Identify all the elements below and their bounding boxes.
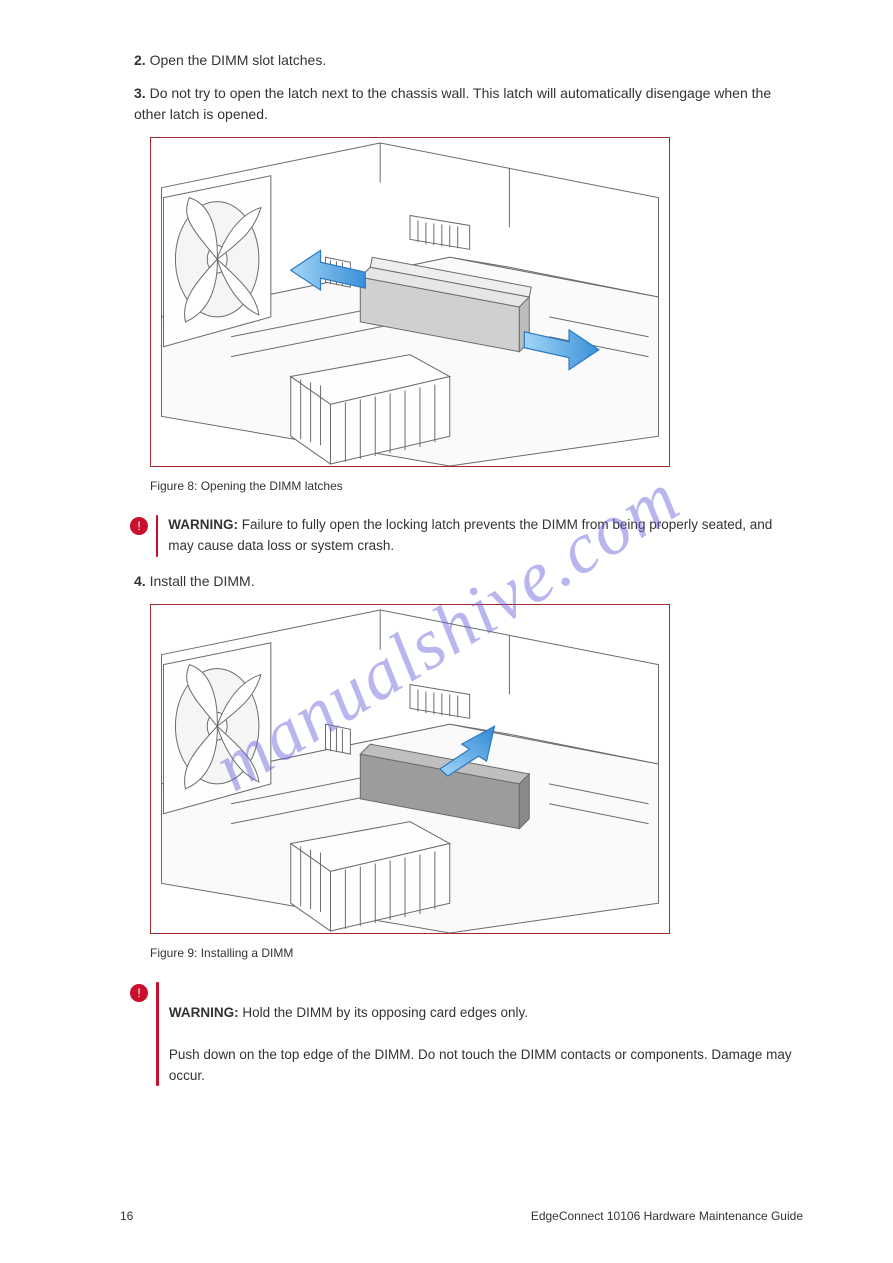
warning-icon: !	[130, 984, 148, 1002]
warning-body: Failure to fully open the locking latch …	[168, 517, 772, 553]
warning-text: WARNING: Hold the DIMM by its opposing c…	[169, 982, 803, 1087]
warning-title: WARNING:	[168, 517, 238, 532]
figure-9-caption: Figure 9: Installing a DIMM	[150, 946, 803, 960]
warning-body: Hold the DIMM by its opposing card edges…	[169, 1005, 792, 1083]
page-number: 16	[120, 1209, 133, 1223]
step-number: 3.	[134, 85, 146, 101]
figure-9-install-dimm	[150, 604, 670, 934]
fan-icon	[164, 176, 271, 347]
page-footer: 16 EdgeConnect 10106 Hardware Maintenanc…	[120, 1209, 803, 1223]
step-2: 2. Open the DIMM slot latches.	[120, 50, 803, 71]
illustration-open-latches	[151, 138, 669, 466]
step-text: Open the DIMM slot latches.	[150, 52, 327, 68]
warning-icon: !	[130, 517, 148, 535]
warning-handling: ! WARNING: Hold the DIMM by its opposing…	[130, 982, 803, 1087]
warning-title: WARNING:	[169, 1005, 239, 1020]
warning-bar	[156, 515, 158, 557]
step-4: 4. Install the DIMM.	[120, 571, 803, 592]
step-text: Do not try to open the latch next to the…	[134, 85, 771, 122]
figure-8-open-latches	[150, 137, 670, 467]
document-page: 2. Open the DIMM slot latches. 3. Do not…	[0, 0, 893, 1263]
fan-icon	[164, 643, 271, 814]
step-text: Install the DIMM.	[150, 573, 255, 589]
illustration-install-dimm	[151, 605, 669, 933]
document-title: EdgeConnect 10106 Hardware Maintenance G…	[531, 1209, 803, 1223]
step-3: 3. Do not try to open the latch next to …	[120, 83, 803, 125]
figure-8-caption: Figure 8: Opening the DIMM latches	[150, 479, 803, 493]
step-number: 2.	[134, 52, 146, 68]
warning-latch: ! WARNING: Failure to fully open the loc…	[130, 515, 803, 557]
step-number: 4.	[134, 573, 146, 589]
warning-text: WARNING: Failure to fully open the locki…	[168, 515, 803, 557]
warning-bar	[156, 982, 159, 1087]
